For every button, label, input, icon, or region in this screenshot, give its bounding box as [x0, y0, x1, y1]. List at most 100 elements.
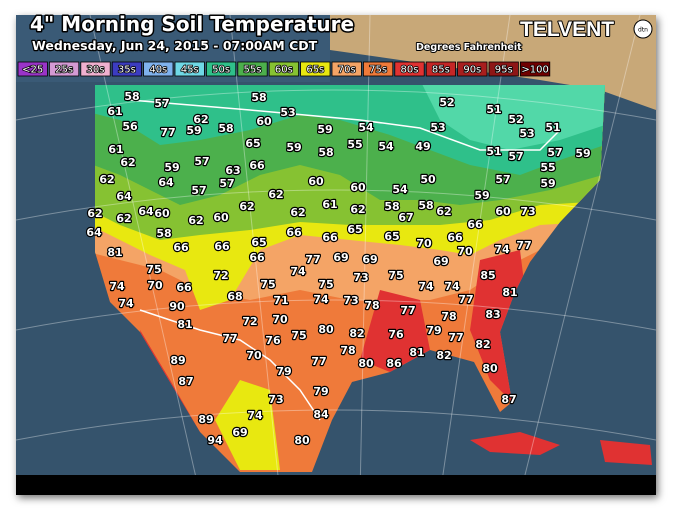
- station-temp: 58: [218, 122, 233, 135]
- station-temp: 87: [178, 375, 193, 388]
- title: 4" Morning Soil Temperature: [30, 12, 354, 36]
- station-temp: 73: [353, 271, 368, 284]
- station-temp: 60: [308, 175, 324, 188]
- legend-swatch: [457, 61, 488, 77]
- station-temp: 75: [291, 329, 306, 342]
- station-temp: 80: [294, 434, 310, 447]
- station-temp: 75: [260, 278, 275, 291]
- station-temp: 65: [251, 236, 266, 249]
- logo: TELVENT: [520, 18, 614, 41]
- station-temp: 60: [213, 211, 229, 224]
- station-temp: 60: [495, 205, 511, 218]
- legend-label: 40s: [149, 65, 167, 76]
- station-temp: 77: [516, 239, 531, 252]
- station-temp: 78: [441, 310, 456, 323]
- station-temp: 78: [340, 344, 355, 357]
- station-temp: 66: [176, 281, 192, 294]
- legend-label: 55s: [244, 65, 262, 76]
- station-temp: 75: [146, 263, 161, 276]
- station-temp: 81: [177, 318, 192, 331]
- station-temp: 62: [99, 173, 114, 186]
- station-temp: 75: [318, 278, 333, 291]
- station-temp: 94: [207, 434, 223, 447]
- legend-swatch: [362, 61, 394, 77]
- station-temp: 61: [107, 105, 122, 118]
- station-temp: 83: [485, 308, 500, 321]
- band-45s: [420, 85, 605, 150]
- station-temp: 74: [247, 409, 263, 422]
- station-temp: 57: [194, 155, 209, 168]
- station-temp: 62: [350, 203, 365, 216]
- station-temp: 70: [147, 279, 163, 292]
- station-temp: 65: [347, 223, 362, 236]
- station-temp: 64: [158, 176, 174, 189]
- station-temp: 61: [108, 143, 123, 156]
- station-temp: 67: [398, 211, 413, 224]
- station-temp: 72: [213, 269, 228, 282]
- station-temp: 54: [392, 183, 408, 196]
- station-temp: 73: [343, 294, 358, 307]
- station-temp: 52: [439, 96, 454, 109]
- station-temp: 77: [305, 253, 320, 266]
- station-temp: 56: [122, 120, 138, 133]
- station-temp: 76: [388, 328, 404, 341]
- station-temp: 80: [318, 323, 334, 336]
- station-temp: 74: [118, 297, 134, 310]
- station-temp: 75: [388, 269, 403, 282]
- station-temp: 79: [426, 324, 441, 337]
- station-temp: 52: [508, 113, 523, 126]
- station-temp: 59: [540, 177, 555, 190]
- units: Degrees Fahrenheit: [416, 42, 522, 53]
- station-temp: 58: [156, 227, 171, 240]
- station-temp: 82: [475, 338, 490, 351]
- station-temp: 53: [430, 121, 445, 134]
- station-temp: 51: [486, 145, 501, 158]
- station-temp: 80: [358, 357, 374, 370]
- legend-label: 50s: [212, 65, 230, 76]
- legend-swatch: [205, 61, 237, 77]
- legend-swatch: [237, 61, 268, 77]
- station-temp: 66: [249, 251, 265, 264]
- legend-swatch: [488, 61, 519, 77]
- station-temp: 61: [322, 198, 337, 211]
- station-temp: 81: [107, 246, 122, 259]
- station-temp: 87: [501, 393, 516, 406]
- station-temp: 62: [268, 188, 283, 201]
- station-temp: 77: [458, 293, 473, 306]
- station-temp: 68: [227, 290, 242, 303]
- legend-label: >100: [521, 65, 548, 76]
- station-temp: 74: [494, 243, 510, 256]
- legend-label: 45s: [181, 65, 199, 76]
- legend-label: 75s: [369, 65, 387, 76]
- station-temp: 77: [222, 332, 237, 345]
- band-80s: [360, 290, 430, 372]
- station-temp: 63: [225, 164, 240, 177]
- station-temp: 53: [519, 127, 534, 140]
- station-temp: 70: [272, 313, 288, 326]
- legend-label: 65s: [306, 65, 324, 76]
- legend-label: 80s: [401, 65, 419, 76]
- station-temp: 64: [116, 190, 132, 203]
- station-temp: 62: [436, 205, 451, 218]
- station-temp: 62: [193, 113, 208, 126]
- station-temp: 55: [347, 138, 362, 151]
- station-temp: 90: [169, 300, 185, 313]
- station-temp: 65: [384, 230, 399, 243]
- station-temp: 77: [400, 304, 415, 317]
- station-temp: 70: [246, 349, 262, 362]
- station-temp: 54: [378, 140, 394, 153]
- station-temp: 59: [186, 124, 201, 137]
- station-temp: 60: [256, 115, 272, 128]
- station-temp: 70: [457, 245, 473, 258]
- legend-swatch: [80, 61, 111, 77]
- logo-badge: dtn: [638, 27, 648, 34]
- station-temp: 76: [265, 334, 281, 347]
- station-temp: 62: [290, 206, 305, 219]
- station-temp: 81: [409, 346, 424, 359]
- legend-label: <25: [22, 65, 43, 76]
- station-temp: 66: [467, 218, 483, 231]
- station-temp: 69: [433, 255, 448, 268]
- station-temp: 57: [154, 97, 169, 110]
- legend-label: 90s: [463, 65, 481, 76]
